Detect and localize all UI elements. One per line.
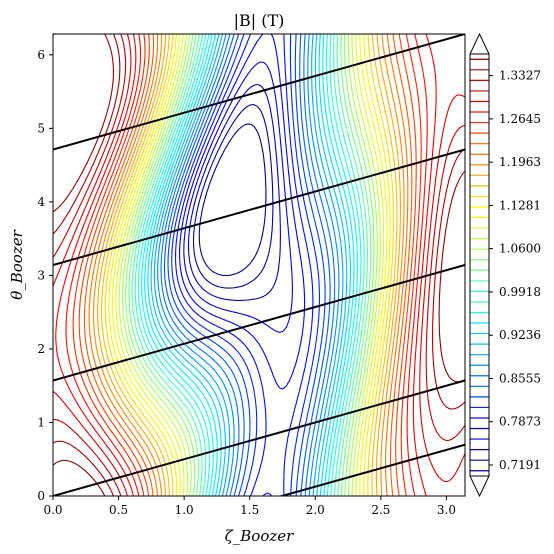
contour-level [147,34,351,496]
y-tick-label: 2 [37,342,45,356]
contour-level [187,83,281,301]
contour-level [118,34,381,496]
contour-level [128,34,372,496]
x-tick-label: 1.5 [240,503,259,517]
contour-level [72,34,422,496]
contour-level [115,34,385,496]
contour-level [53,34,465,496]
colorbar-tick-label: 0.9236 [499,328,541,342]
contour-level [97,34,401,496]
contour-level [192,104,274,289]
field-line [53,264,465,382]
colorbar-tick-label: 1.2645 [499,112,541,126]
y-axis-label: θ_Boozer [8,229,26,299]
colorbar-tick-label: 0.8555 [499,371,541,385]
contour-level [175,34,314,496]
contour-level [92,34,405,496]
colorbar-tick-label: 1.3327 [499,69,541,83]
contour-level [134,34,365,496]
y-tick-label: 6 [37,48,45,62]
colorbar-frame [469,53,490,477]
contour-level [104,34,395,496]
contour-level [125,34,375,496]
contour-level [53,34,465,496]
field-line [53,379,465,496]
colorbar-tick-label: 1.0600 [499,242,541,256]
x-tick-label: 3.0 [437,503,456,517]
contour-level [111,34,388,496]
x-tick-label: 0.0 [43,503,62,517]
plot-frame [52,33,466,497]
field-lines [53,34,465,496]
contour-level [157,34,340,496]
field-line [278,443,465,496]
colorbar-tick-label: 0.9918 [499,285,541,299]
contour-level [78,34,417,496]
contour-level [108,34,391,496]
x-tick-label: 1.0 [175,503,194,517]
colorbar-tick-label: 1.1963 [499,155,541,169]
y-tick-label: 5 [37,121,45,135]
x-tick-label: 2.0 [306,503,325,517]
contour-level [53,34,465,496]
contour-level [65,34,428,496]
colorbar-tick-label: 0.7873 [499,415,541,429]
contour-level [144,34,355,496]
contour-level [121,34,378,496]
x-tick-label: 0.5 [109,503,128,517]
field-line [53,34,465,151]
x-axis-label: ζ_Boozer [225,527,294,545]
contour-level [198,123,267,277]
contour-level [131,34,369,496]
contour-level [88,34,409,496]
contour-lines [53,34,465,496]
colorbar-extend-max [469,32,490,55]
colorbar-tick-label: 0.7191 [499,458,541,472]
contour-level [171,34,321,496]
chart-title: |B| (T) [234,11,285,30]
y-tick-label: 4 [37,195,45,209]
colorbar-extend-min [469,475,490,498]
colorbar-tick-label: 1.1281 [499,198,541,212]
y-axis: 0 1 2 3 4 5 6 [37,48,53,503]
y-tick-label: 3 [37,268,45,282]
colorbar: 0.7191 0.7873 0.8555 0.9236 0.9918 1.0600 1.12… [469,32,541,498]
contour-level [163,34,331,496]
y-tick-label: 0 [37,489,45,503]
field-line [53,148,465,266]
contour-level [83,34,413,496]
contour-level [101,34,398,496]
x-axis: 0.0 0.5 1.0 1.5 2.0 2.5 3.0 [43,496,456,517]
x-tick-label: 2.5 [371,503,390,517]
contour-level [55,34,437,496]
y-tick-label: 1 [37,415,45,429]
contour-level [53,34,465,496]
